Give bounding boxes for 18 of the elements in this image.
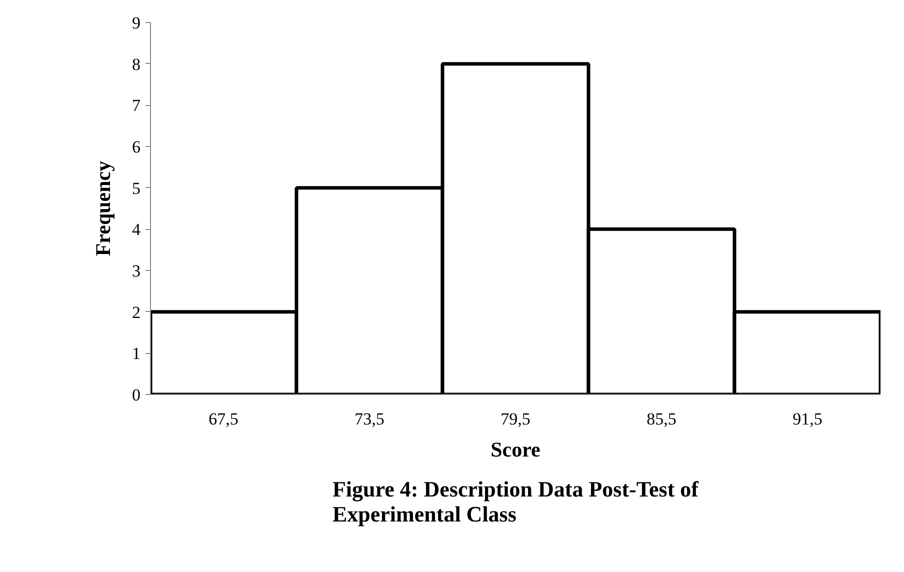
y-tick-label: 2: [132, 302, 140, 322]
y-tick-label: 8: [132, 54, 140, 74]
y-tick-label: 6: [132, 138, 140, 156]
y-tick-label: 0: [132, 386, 140, 404]
x-axis-title: Score: [490, 438, 540, 462]
y-tick-label: 1: [132, 344, 140, 364]
y-tick-label: 7: [132, 96, 141, 116]
x-tick-label: 85,5: [646, 410, 676, 428]
x-tick-label: 91,5: [792, 410, 822, 428]
x-tick-label: 67,5: [208, 410, 238, 428]
y-tick-label: 4: [132, 220, 141, 240]
x-tick-label: 79,5: [500, 410, 530, 428]
y-tick-label: 3: [132, 262, 140, 280]
y-tick-label: 9: [132, 14, 140, 32]
caption: Figure 4: Description Data Post-Test of Experimental Class: [332, 476, 700, 526]
y-tick-label: 5: [132, 178, 140, 198]
y-axis-title: Frequency: [91, 160, 115, 256]
x-tick-label: 73,5: [354, 410, 384, 428]
